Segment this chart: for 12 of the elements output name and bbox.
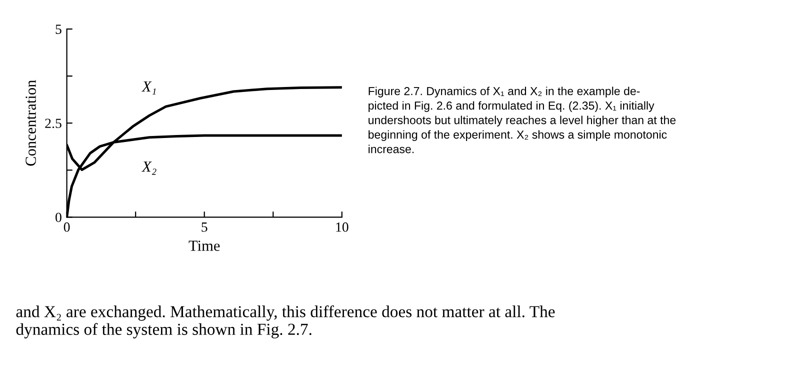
- caption: Figure 2.7. Dynamics of X₁ and X₂ in the example de- picted in Fig. 2.6 and formulated in Eq. (2.35). X₁ initially undershoots but ultimately reaches a level higher than at the beginning of the experiment. X₂ shows a simple monotonic increase.: [368, 86, 676, 154]
- x-tick-label: 10: [336, 222, 348, 232]
- y-tick-label: 0: [56, 212, 62, 222]
- x-axis-title: Time: [188, 240, 220, 251]
- series-label: X₁: [142, 81, 156, 95]
- y-axis-title: Concentration: [26, 80, 36, 166]
- series-label: X₂: [142, 162, 156, 175]
- text: and X₂ are exchanged. Mathematically, this difference does not matter at all. The dynamics of the system is shown in Fig. 2.7.: [16, 305, 555, 338]
- x-tick-label: 0: [64, 222, 70, 232]
- x-tick-label: 5: [202, 222, 208, 232]
- y-tick-label: 5: [56, 24, 62, 34]
- y-tick-label: 2.5: [45, 118, 62, 128]
